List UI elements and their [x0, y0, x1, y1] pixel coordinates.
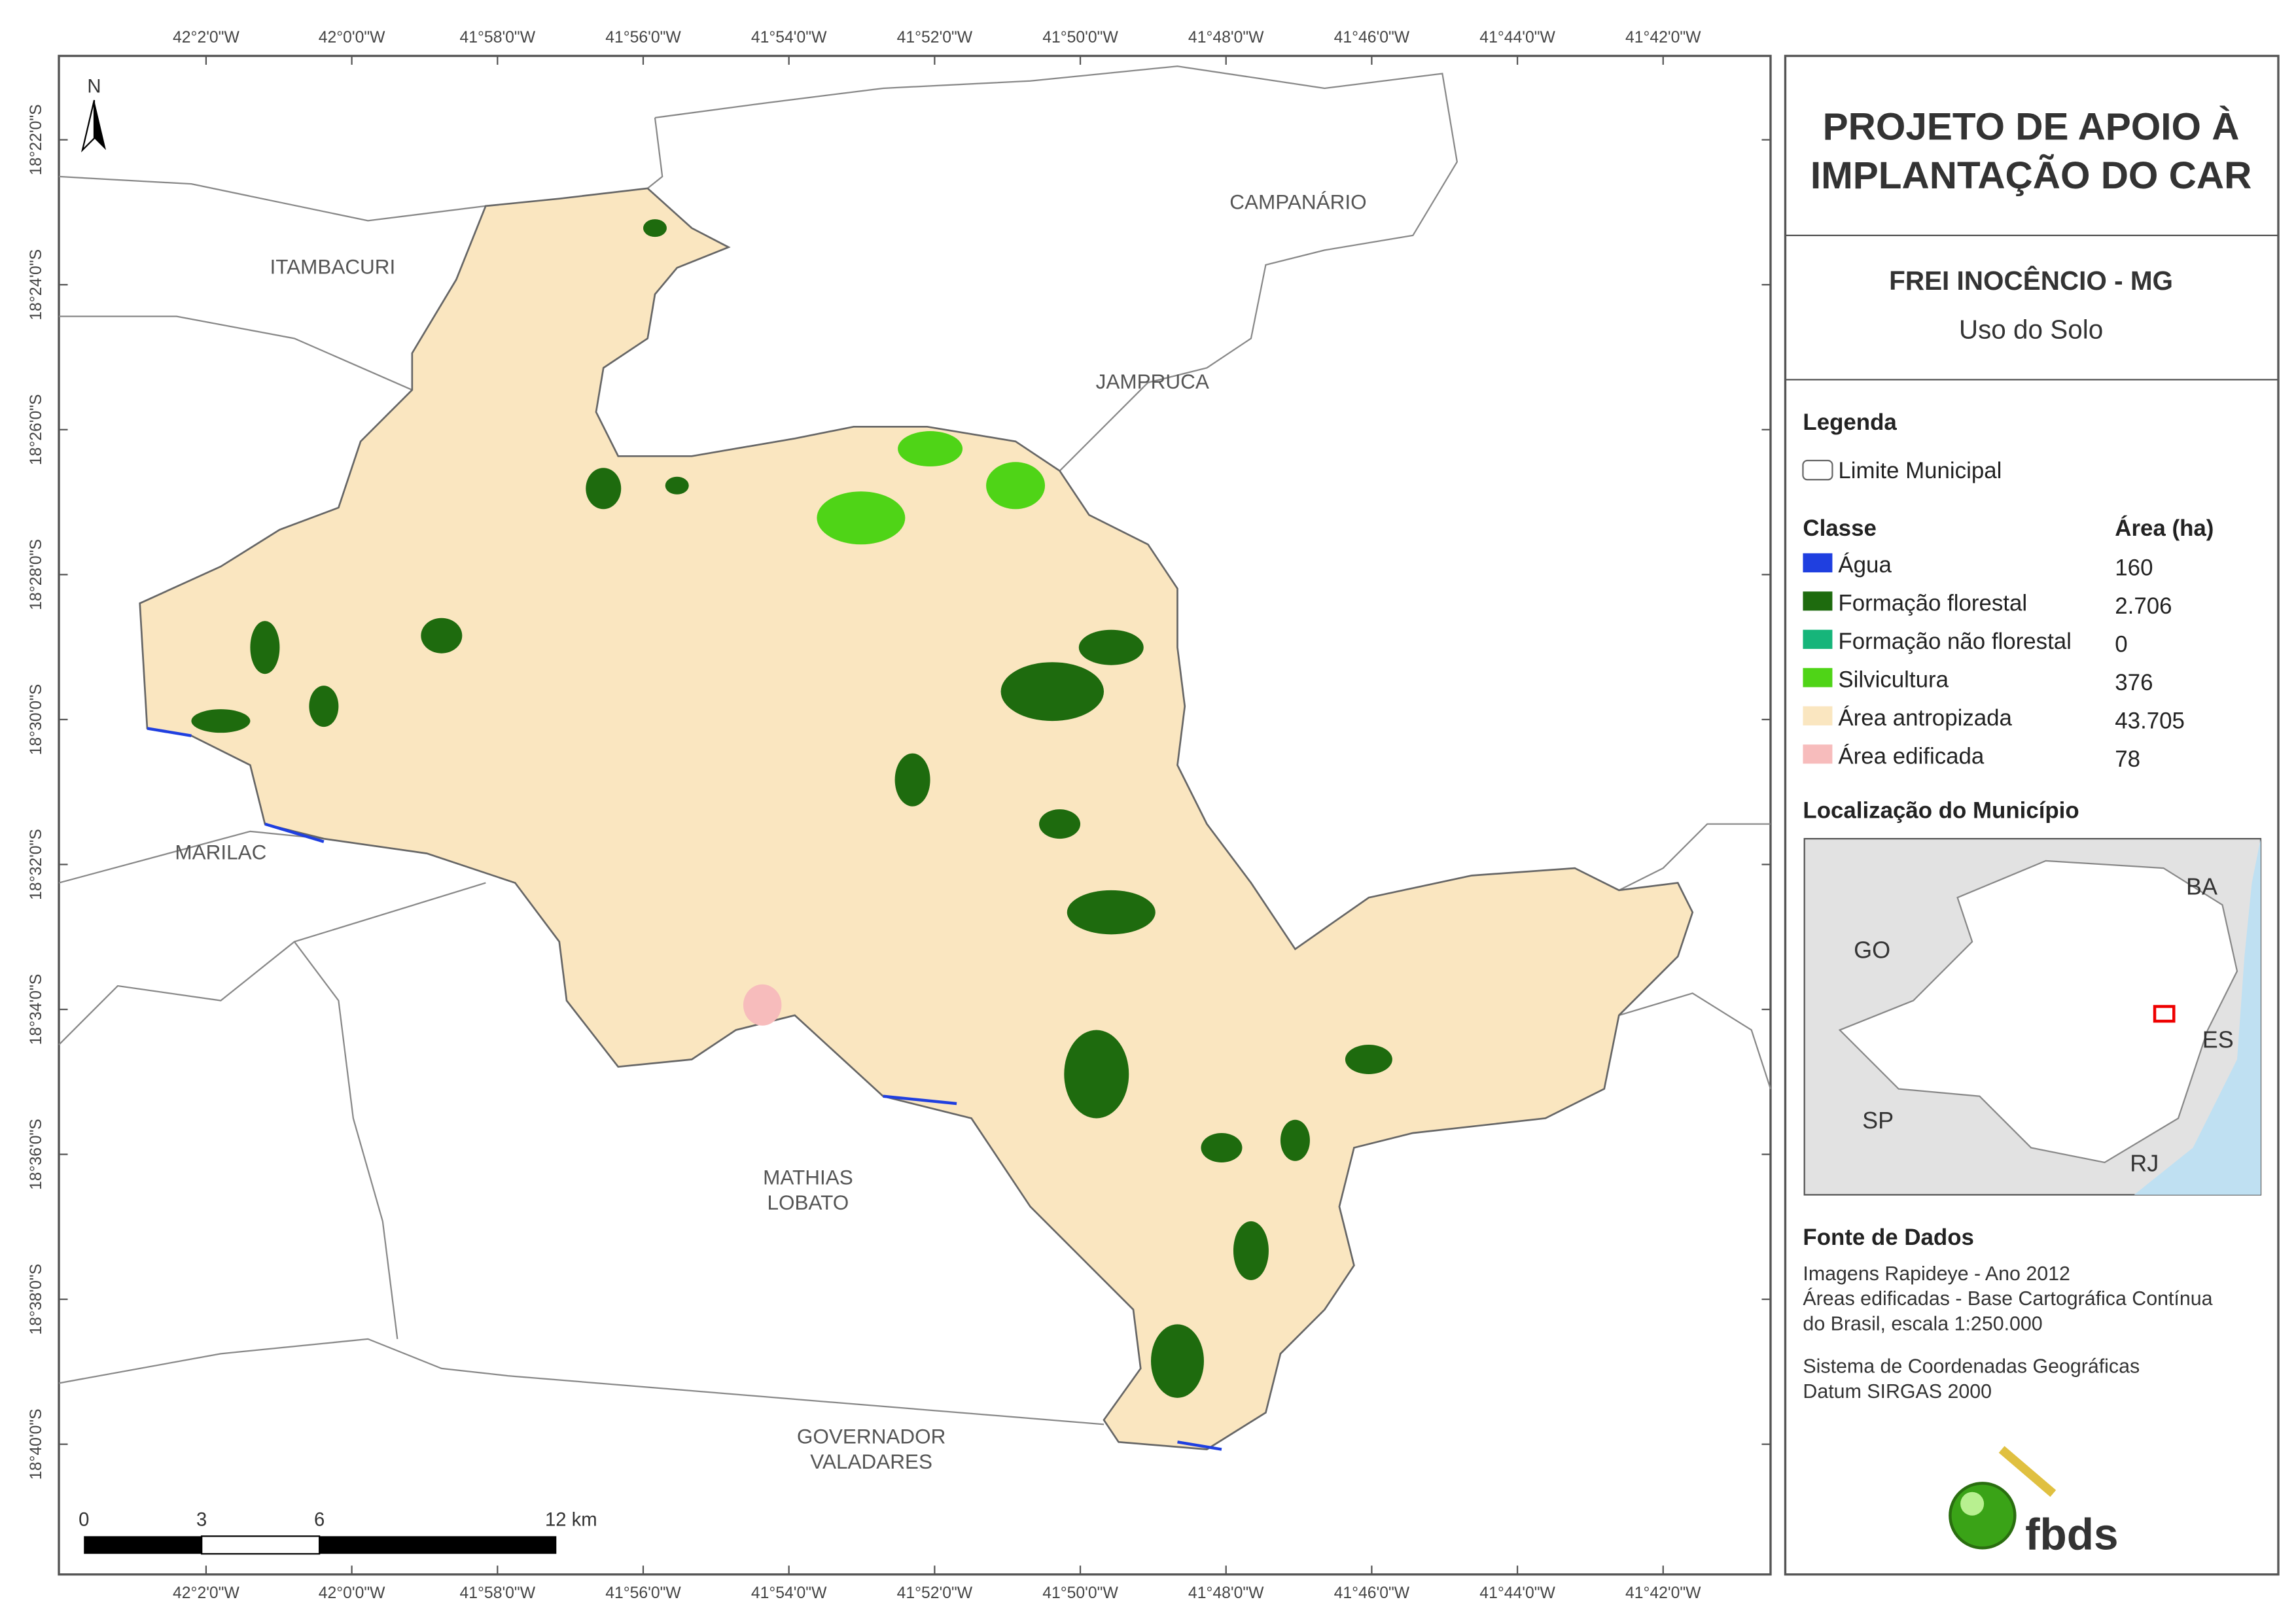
lon-label-bottom: 42°0'0"W — [319, 1584, 385, 1602]
lon-label-bottom: 41°42'0"W — [1625, 1584, 1701, 1602]
logo — [1949, 1446, 2057, 1550]
lon-label-top: 41°58'0"W — [460, 29, 536, 46]
panel-frame — [1784, 54, 2280, 1576]
subtitle: FREI INOCÊNCIO - MG — [1889, 266, 2173, 296]
scale-bar — [84, 1535, 557, 1555]
state-label: BA — [2186, 873, 2217, 900]
lon-label-bottom: 41°50'0"W — [1042, 1584, 1118, 1602]
source-line: Imagens Rapideye - Ano 2012 — [1803, 1263, 2070, 1285]
lon-label-top: 42°0'0"W — [319, 29, 385, 46]
lon-label-top: 41°50'0"W — [1042, 29, 1118, 46]
lon-label-top: 41°48'0"W — [1188, 29, 1264, 46]
lon-label-top: 41°56'0"W — [605, 29, 681, 46]
place-label: MARILAC — [175, 841, 266, 864]
lat-label: 18°40'0"S — [27, 1408, 45, 1480]
class-area: 376 — [2115, 670, 2153, 695]
sources-title: Fonte de Dados — [1803, 1225, 1973, 1250]
title: IMPLANTAÇÃO DO CAR — [1810, 154, 2252, 197]
state-label: GO — [1854, 936, 1890, 963]
class-name: Área edificada — [1838, 743, 1984, 769]
class-area: 0 — [2115, 631, 2127, 657]
lon-label-top: 41°46'0"W — [1334, 29, 1410, 46]
class-swatch — [1803, 744, 1833, 764]
lon-label-bottom: 41°46'0"W — [1334, 1584, 1410, 1602]
lat-label: 18°36'0"S — [27, 1119, 45, 1190]
lat-label: 18°38'0"S — [27, 1264, 45, 1335]
source-line: do Brasil, escala 1:250.000 — [1803, 1313, 2042, 1335]
water — [147, 727, 1222, 1451]
boundary-label: Limite Municipal — [1838, 458, 2002, 483]
place-label: CAMPANÁRIO — [1229, 190, 1366, 213]
neighbor-boundaries — [58, 65, 1772, 1425]
lon-label-top: 41°54'0"W — [751, 29, 827, 46]
lon-label-bottom: 41°48'0"W — [1188, 1584, 1264, 1602]
lat-label: 18°28'0"S — [27, 539, 45, 610]
state-label: ES — [2202, 1026, 2234, 1053]
place-label: GOVERNADOR — [797, 1425, 945, 1448]
scale-label: 0 — [79, 1510, 89, 1531]
scale-label: 3 — [196, 1510, 207, 1531]
lon-label-bottom: 42°2'0"W — [173, 1584, 239, 1602]
location-marker — [2153, 1005, 2176, 1023]
lat-label: 18°32'0"S — [27, 829, 45, 900]
source-line: Áreas edificadas - Base Cartográfica Con… — [1803, 1288, 2212, 1310]
class-name: Área antropizada — [1838, 705, 2012, 731]
lon-label-top: 41°52'0"W — [897, 29, 973, 46]
lon-label-bottom: 41°54'0"W — [751, 1584, 827, 1602]
lat-label: 18°24'0"S — [27, 249, 45, 321]
location-title: Localização do Município — [1803, 798, 2079, 824]
lat-label: 18°22'0"S — [27, 104, 45, 175]
minas-gerais — [1838, 860, 2238, 1164]
place-label: MATHIAS — [763, 1166, 853, 1189]
source-line: Datum SIRGAS 2000 — [1803, 1381, 1992, 1403]
place-label: ITAMBACURI — [270, 254, 395, 278]
lon-label-bottom: 41°44'0"W — [1479, 1584, 1555, 1602]
class-area: 78 — [2115, 746, 2140, 772]
class-area: 2.706 — [2115, 593, 2172, 619]
forest-patches — [191, 219, 1392, 1398]
class-swatch — [1803, 629, 1833, 649]
boundary-swatch — [1802, 459, 1833, 481]
ocean — [2134, 839, 2261, 1195]
source-line: Sistema de Coordenadas Geográficas — [1803, 1356, 2140, 1378]
lon-label-top: 41°44'0"W — [1479, 29, 1555, 46]
lon-label-bottom: 41°52'0"W — [897, 1584, 973, 1602]
class-header: Classe — [1803, 515, 1876, 541]
class-swatch — [1803, 668, 1833, 688]
lon-label-top: 42°2'0"W — [173, 29, 239, 46]
class-area: 160 — [2115, 555, 2153, 580]
lat-label: 18°30'0"S — [27, 684, 45, 756]
area-header: Área (ha) — [2115, 515, 2214, 541]
lon-label-bottom: 41°58'0"W — [460, 1584, 536, 1602]
place-label: LOBATO — [767, 1191, 849, 1214]
state-label: RJ — [2130, 1149, 2159, 1176]
class-area: 43.705 — [2115, 708, 2185, 733]
class-name: Formação florestal — [1838, 590, 2027, 616]
scale-label: 12 km — [545, 1510, 597, 1531]
theme: Uso do Solo — [1959, 314, 2103, 344]
scale-label: 6 — [314, 1510, 325, 1531]
state-label: SP — [1862, 1107, 1894, 1134]
silviculture-patches — [817, 431, 1046, 545]
class-name: Formação não florestal — [1838, 629, 2072, 654]
place-label: JAMPRUCA — [1096, 370, 1209, 393]
lon-label-bottom: 41°56'0"W — [605, 1584, 681, 1602]
north-arrow: N — [80, 77, 106, 153]
lat-label: 18°34'0"S — [27, 974, 45, 1045]
lat-label: 18°26'0"S — [27, 394, 45, 465]
lon-label-top: 41°42'0"W — [1625, 29, 1701, 46]
urban-area — [743, 984, 782, 1026]
logo-text: fbds — [2025, 1510, 2118, 1560]
class-swatch — [1803, 591, 1833, 611]
class-name: Silvicultura — [1838, 667, 1949, 692]
legend-title: Legenda — [1803, 410, 1897, 435]
north-label: N — [87, 77, 101, 97]
class-swatch — [1803, 553, 1833, 572]
class-name: Água — [1838, 552, 1892, 578]
title: PROJETO DE APOIO À — [1823, 105, 2240, 148]
place-label: VALADARES — [810, 1450, 932, 1473]
class-swatch — [1803, 706, 1833, 725]
